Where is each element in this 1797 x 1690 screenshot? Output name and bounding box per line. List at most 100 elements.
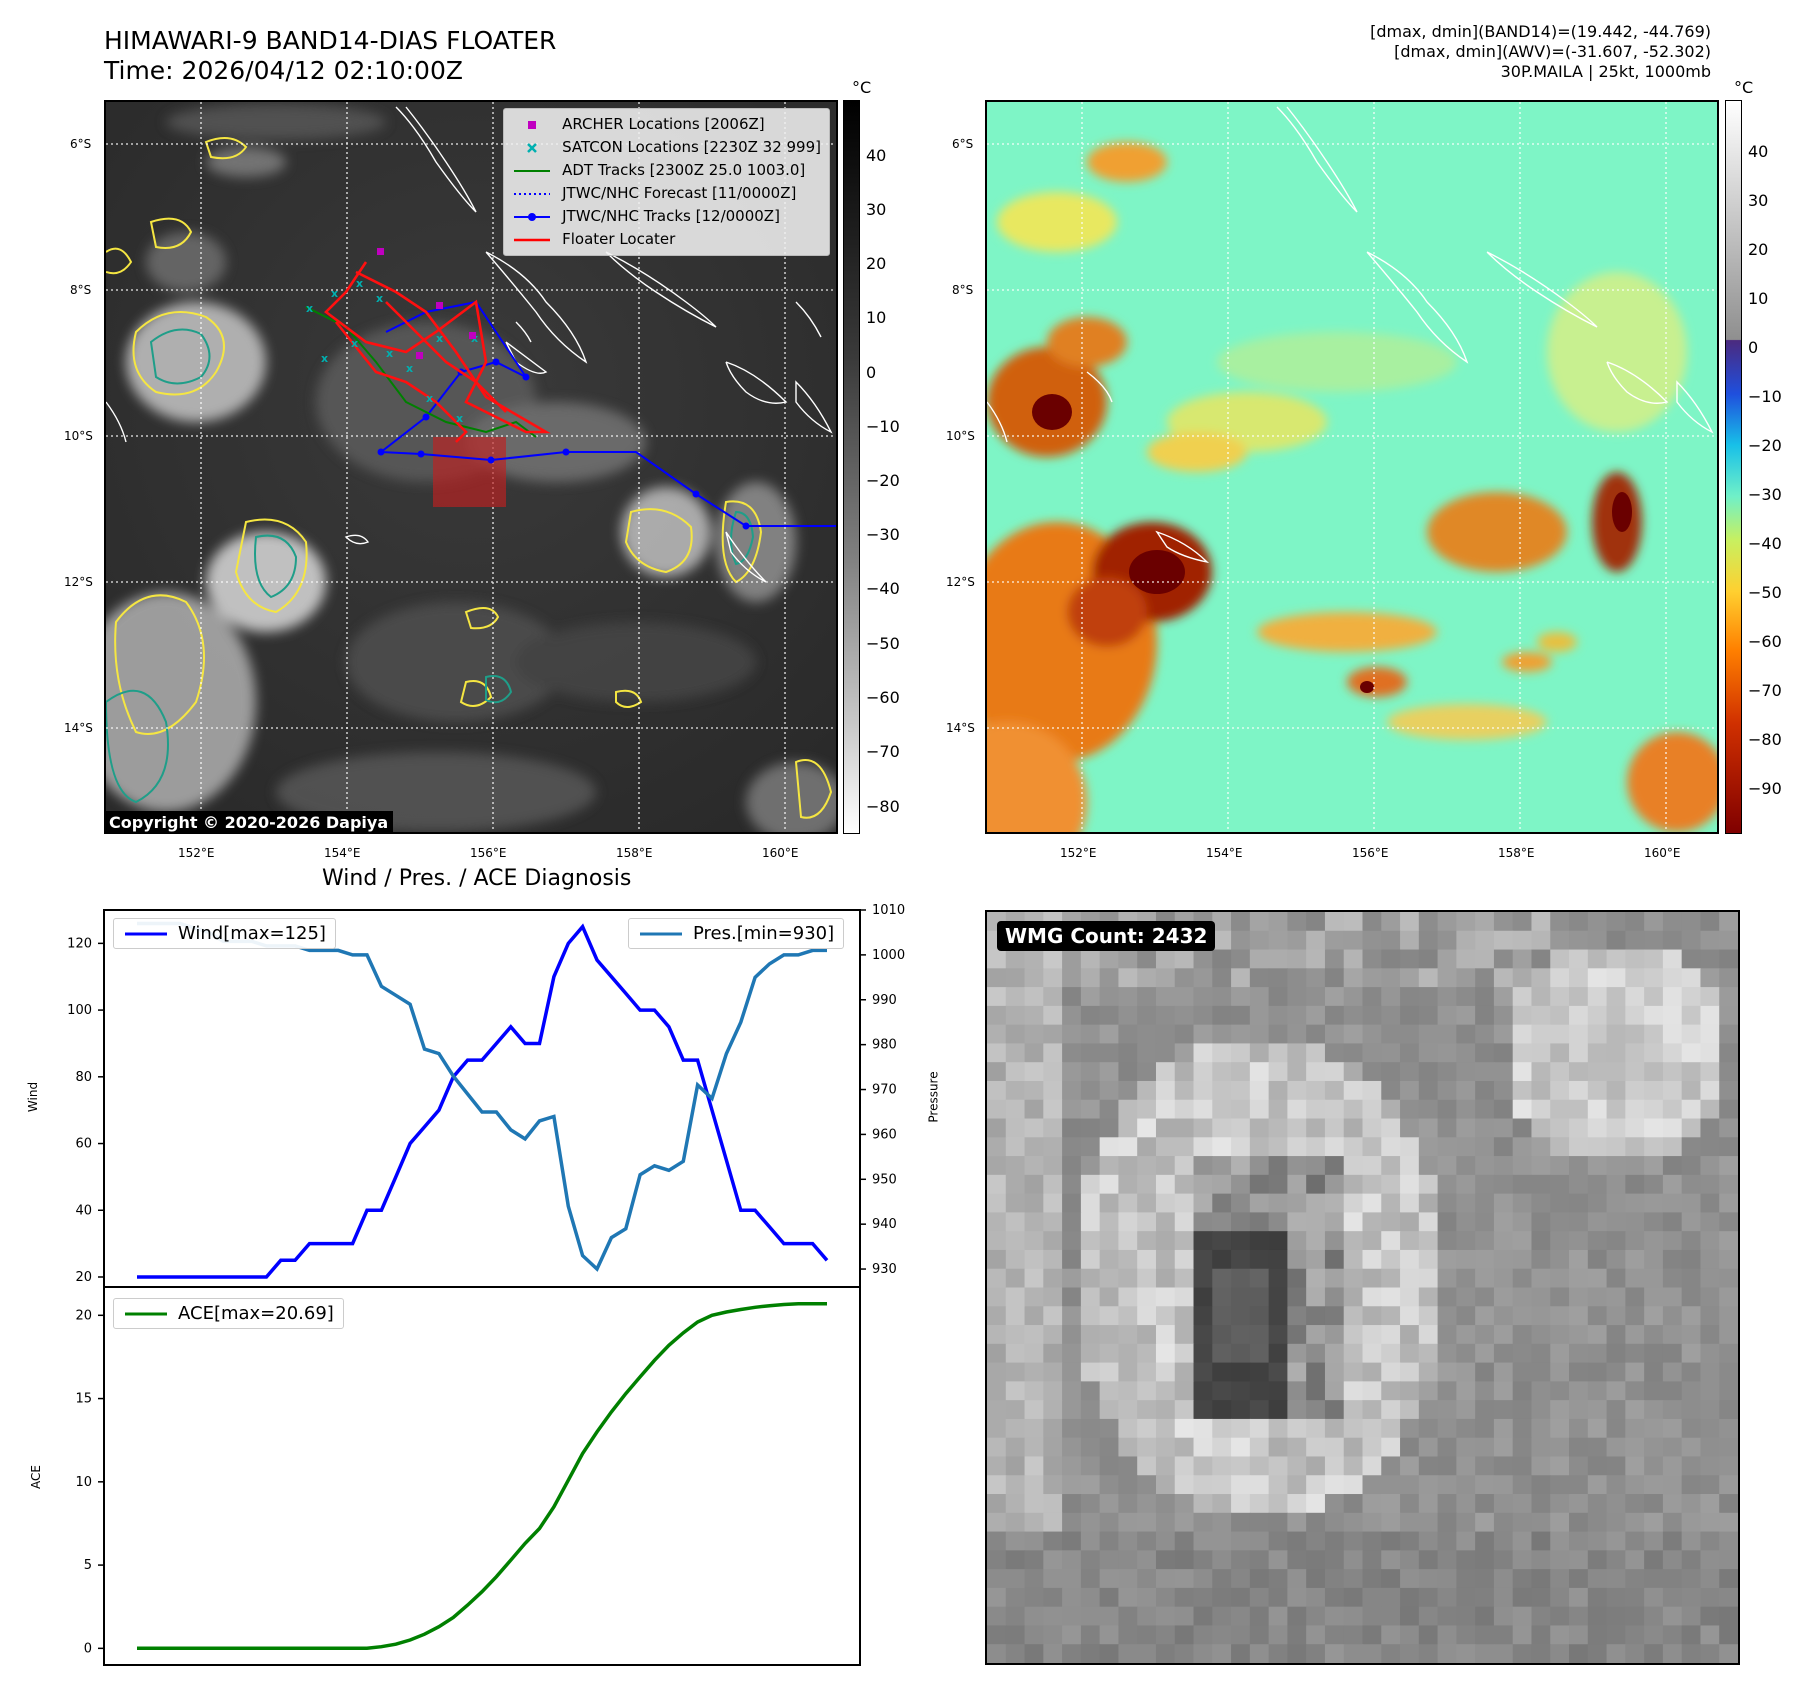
lat-label: 14°S: [64, 721, 93, 735]
legend-item-archer: ARCHER Locations [2006Z]: [512, 113, 821, 136]
colorbar-tick: −70: [866, 742, 900, 761]
steelblue-line-icon: [640, 932, 682, 935]
colorbar-tick: −50: [866, 634, 900, 653]
colorbar-tick: 30: [1748, 191, 1769, 210]
ace-legend: ACE[max=20.69]: [113, 1298, 344, 1329]
wind-tick-label: 20: [75, 1270, 92, 1285]
diagnosis-chart: 2040608010012093094095096097098099010001…: [67, 903, 905, 1666]
storm-info: 30P.MAILA | 25kt, 1000mb: [1500, 62, 1711, 81]
lon-label: 156°E: [470, 846, 507, 860]
colorbar-tick: 30: [866, 200, 887, 219]
colorbar-tick: −80: [866, 797, 900, 816]
ace-tick-label: 5: [84, 1558, 92, 1573]
wind-tick-label: 40: [75, 1203, 92, 1218]
colorbar-tick: −20: [1748, 436, 1782, 455]
colorbar-tick: −40: [866, 579, 900, 598]
green-line-icon: [125, 1312, 167, 1315]
svg-text:x: x: [356, 277, 363, 290]
lat-label: 12°S: [64, 575, 93, 589]
wmg-image: [987, 912, 1738, 1663]
colorbar-unit: °C: [852, 78, 872, 97]
legend-item-adt: ADT Tracks [2300Z 25.0 1003.0]: [512, 159, 821, 182]
colorbar-tick: −80: [1748, 730, 1782, 749]
wmg-count-badge: WMG Count: 2432: [997, 921, 1216, 951]
pressure-tick-label: 940: [872, 1217, 897, 1232]
lat-label: 6°S: [952, 137, 974, 151]
colorbar-tick: −10: [1748, 387, 1782, 406]
pressure-series-line: [137, 921, 827, 1272]
x-marker-icon: [527, 142, 537, 153]
wind-tick-label: 120: [67, 936, 92, 951]
band14-map-panel: xxx xxx xxx xxx ARCHER Locations [2006Z]…: [104, 100, 838, 834]
wmg-pixel-grid: [987, 912, 1738, 1663]
figure-title: HIMAWARI-9 BAND14-DIAS FLOATER Time: 202…: [104, 26, 557, 85]
stat-awv: [dmax, dmin](AWV)=(-31.607, -52.302): [1394, 42, 1711, 61]
lon-label: 154°E: [324, 846, 361, 860]
pressure-tick-label: 960: [872, 1127, 897, 1142]
lon-label: 152°E: [178, 846, 215, 860]
diagnosis-title: Wind / Pres. / ACE Diagnosis: [322, 866, 632, 891]
svg-text:x: x: [386, 347, 393, 360]
svg-text:x: x: [306, 302, 313, 315]
wind-legend: Wind[max=125]: [113, 918, 336, 949]
svg-text:x: x: [436, 332, 443, 345]
colorbar-tick: 10: [866, 308, 887, 327]
line-marker-icon: [514, 238, 551, 241]
colorbar-tick: −50: [1748, 583, 1782, 602]
awv-map: [987, 102, 1717, 832]
svg-text:x: x: [321, 352, 328, 365]
pressure-axis-label: Pressure: [926, 1071, 941, 1123]
awv-colorbar: [1725, 100, 1742, 834]
lat-label: 10°S: [946, 429, 975, 443]
ace-tick-label: 0: [84, 1641, 92, 1656]
pressure-tick-label: 980: [872, 1038, 897, 1053]
header-stats: [dmax, dmin](BAND14)=(19.442, -44.769) […: [1370, 22, 1711, 82]
svg-text:x: x: [376, 292, 383, 305]
lon-label: 160°E: [762, 846, 799, 860]
colorbar-tick: −20: [866, 471, 900, 490]
ace-tick-label: 20: [75, 1308, 92, 1323]
dotted-line-icon: [514, 192, 551, 195]
colorbar-tick: 40: [1748, 142, 1769, 161]
stat-band14: [dmax, dmin](BAND14)=(19.442, -44.769): [1370, 22, 1711, 41]
colorbar-tick: −60: [1748, 632, 1782, 651]
colorbar-tick: 10: [1748, 289, 1769, 308]
legend-item-satcon: SATCON Locations [2230Z 32 999]: [512, 136, 821, 159]
legend-item-jtwc-tracks: JTWC/NHC Tracks [12/0000Z]: [512, 205, 821, 228]
lon-label: 154°E: [1206, 846, 1243, 860]
pressure-tick-label: 990: [872, 993, 897, 1008]
lat-label: 10°S: [64, 429, 93, 443]
lon-label: 160°E: [1644, 846, 1681, 860]
band14-colorbar: [843, 100, 860, 834]
lat-label: 8°S: [952, 283, 974, 297]
lon-label: 158°E: [1498, 846, 1535, 860]
colorbar-tick: −30: [1748, 485, 1782, 504]
pressure-tick-label: 970: [872, 1083, 897, 1098]
lon-label: 156°E: [1352, 846, 1389, 860]
colorbar-tick: 20: [866, 254, 887, 273]
wmg-panel: [985, 910, 1740, 1665]
wind-axis-label: Wind: [26, 1081, 41, 1113]
svg-text:x: x: [406, 362, 413, 375]
colorbar-tick: 40: [866, 146, 887, 165]
colorbar-tick: 0: [1748, 338, 1759, 357]
line-dot-icon: [514, 212, 551, 221]
pressure-tick-label: 1000: [872, 948, 905, 963]
colorbar-tick: −70: [1748, 681, 1782, 700]
wind-tick-label: 60: [75, 1137, 92, 1152]
lat-label: 8°S: [70, 283, 92, 297]
awv-map-panel: [985, 100, 1719, 834]
colorbar-tick: −40: [1748, 534, 1782, 553]
lat-label: 14°S: [946, 721, 975, 735]
svg-text:x: x: [351, 337, 358, 350]
ace-tick-label: 10: [75, 1475, 92, 1490]
lat-label: 12°S: [946, 575, 975, 589]
wind-tick-label: 100: [67, 1003, 92, 1018]
line-marker-icon: [514, 169, 551, 172]
svg-text:x: x: [331, 287, 338, 300]
map-legend: ARCHER Locations [2006Z] SATCON Location…: [503, 108, 830, 256]
blue-line-icon: [125, 932, 167, 935]
copyright-label: Copyright © 2020-2026 Dapiya: [104, 811, 394, 834]
legend-item-jtwc-forecast: JTWC/NHC Forecast [11/0000Z]: [512, 182, 821, 205]
ace-plot-frame: [103, 1286, 861, 1666]
